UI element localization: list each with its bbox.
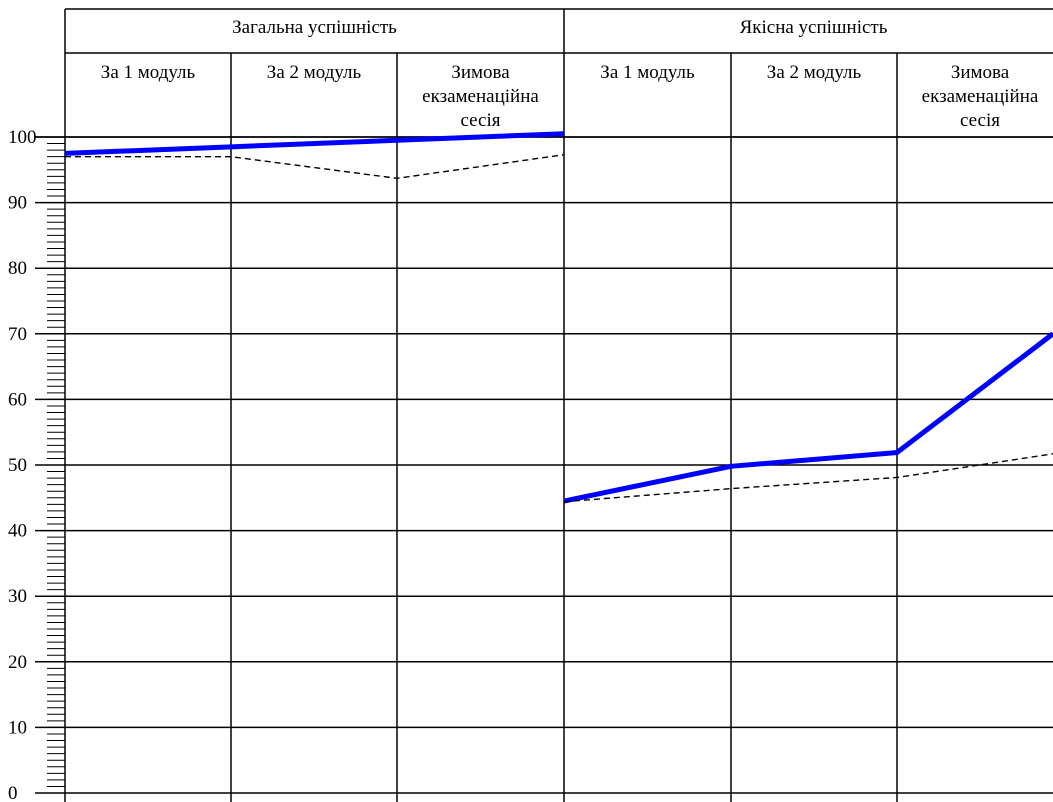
y-tick-label: 0 [8, 783, 18, 802]
y-tick-label: 80 [8, 258, 27, 279]
group-title: Загальна успішність [232, 17, 397, 38]
column-headers: Загальна успішність За 1 модуль За 2 модул… [101, 17, 1039, 131]
y-tick-label: 20 [8, 652, 27, 673]
column-header-label: За 1 модуль [101, 62, 196, 83]
y-tick-label: 30 [8, 586, 27, 607]
y-tick-label: 10 [8, 717, 27, 738]
series-lines [64, 131, 1053, 504]
series-line-dashed [563, 453, 1053, 503]
column-header-label: сесія [460, 110, 500, 131]
column-header-label: Зимова [951, 62, 1010, 83]
y-tick-label: 40 [8, 521, 27, 542]
column-header-label: екзаменаційна [422, 86, 539, 107]
group-title: Якісна успішність [740, 17, 888, 38]
y-tick-label: 60 [8, 389, 27, 410]
series-line-solid [563, 331, 1053, 504]
column-header-label: За 2 модуль [267, 62, 362, 83]
series-line-dashed [65, 154, 565, 180]
grid [35, 8, 1053, 802]
y-tick-label: 100 [8, 127, 37, 148]
column-header-label: Зимова [451, 62, 510, 83]
column-header-label: екзаменаційна [922, 86, 1039, 107]
column-header-label: За 1 модуль [600, 62, 695, 83]
series-line-solid [64, 131, 565, 156]
column-header-label: За 2 модуль [767, 62, 862, 83]
y-tick-label: 70 [8, 324, 27, 345]
y-axis: 0 10 20 30 40 50 60 70 80 90 100 [8, 127, 65, 802]
y-tick-label: 50 [8, 455, 27, 476]
column-header-label: сесія [960, 110, 1000, 131]
y-tick-label: 90 [8, 193, 27, 214]
